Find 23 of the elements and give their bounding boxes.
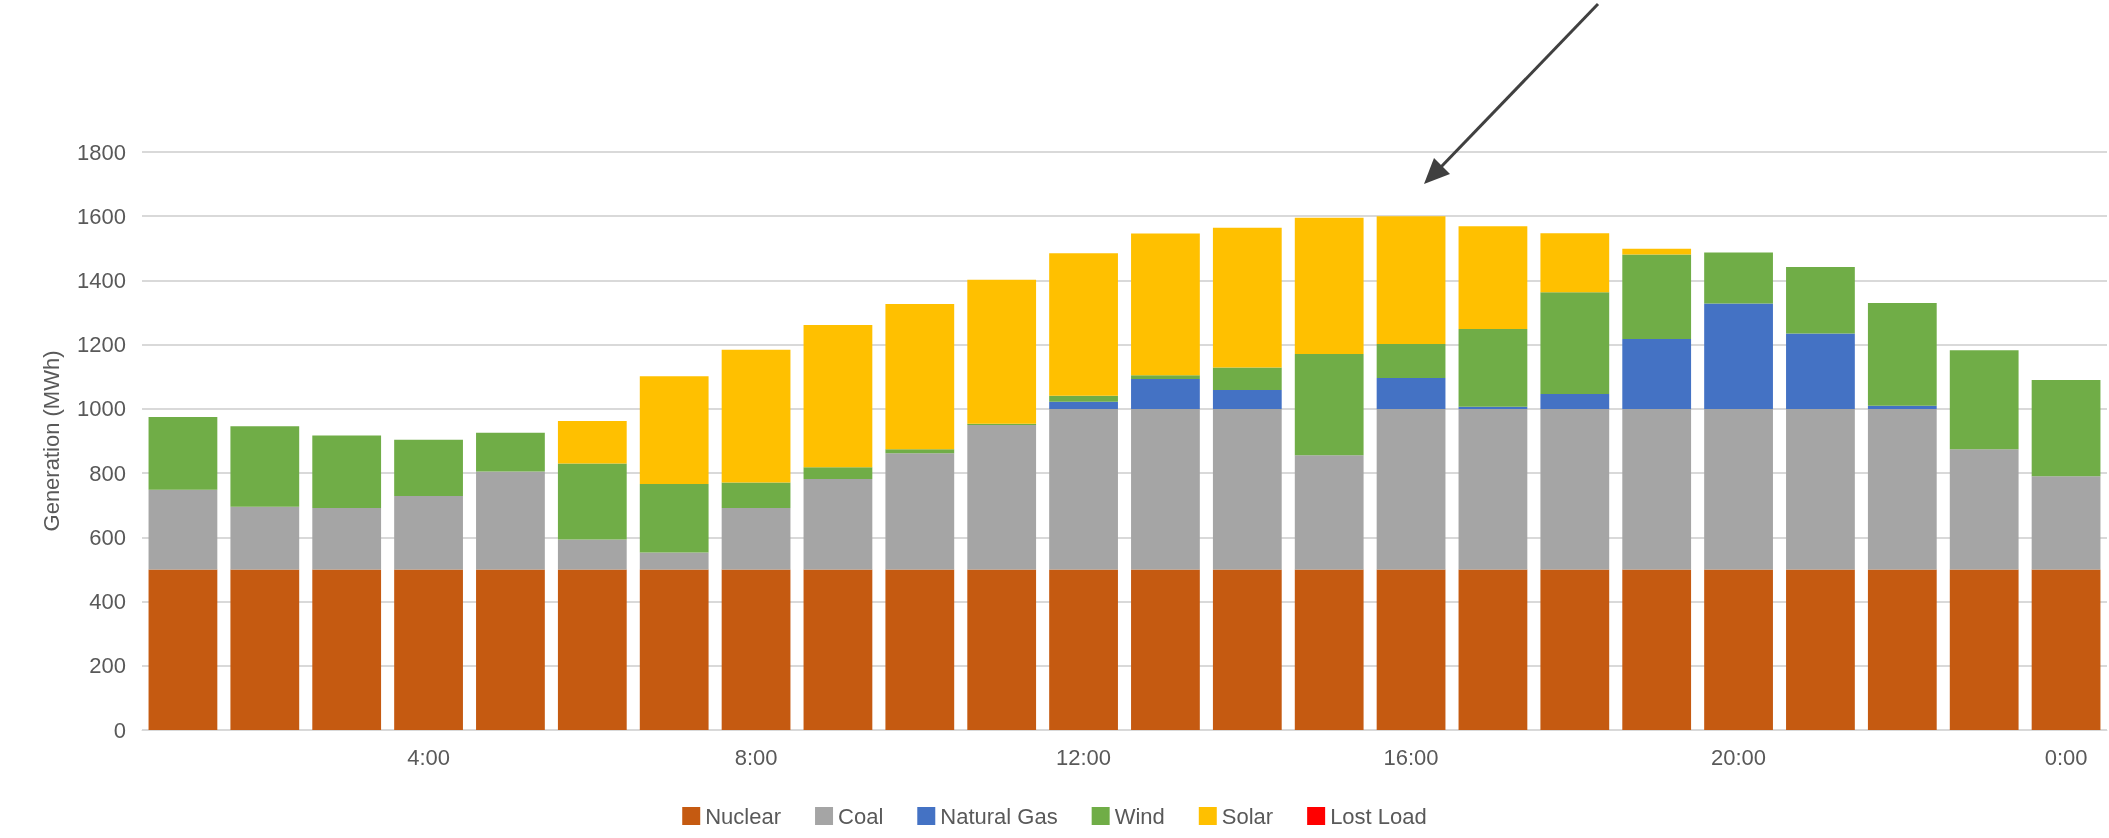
x-tick-label: 0:00	[2044, 744, 2088, 770]
x-tick-label: 4:00	[407, 744, 450, 770]
y-axis-title: Generation (MWh)	[38, 350, 64, 532]
y-tick-label: 1800	[77, 139, 126, 165]
y-tick-label: 0	[113, 717, 126, 743]
legend-label: Nuclear	[705, 803, 782, 829]
y-tick-label: 400	[89, 589, 126, 615]
x-tick-label: 8:00	[734, 744, 778, 770]
legend-label: Lost Load	[1330, 803, 1427, 829]
legend-label: Coal	[838, 803, 884, 829]
y-tick-label: 200	[89, 653, 126, 679]
y-tick-label: 800	[89, 460, 126, 486]
legend-label: Wind	[1114, 803, 1165, 829]
legend-label: Natural Gas	[940, 803, 1058, 829]
legend-label: Solar	[1221, 803, 1274, 829]
y-tick-label: 1200	[77, 332, 126, 358]
y-tick-label: 1000	[77, 396, 126, 422]
x-tick-label: 20:00	[1711, 744, 1767, 770]
y-tick-label: 600	[89, 524, 126, 550]
y-tick-label: 1400	[77, 267, 126, 293]
x-tick-label: 12:00	[1056, 744, 1112, 770]
y-tick-label: 1600	[77, 203, 126, 229]
x-tick-label: 16:00	[1383, 744, 1439, 770]
